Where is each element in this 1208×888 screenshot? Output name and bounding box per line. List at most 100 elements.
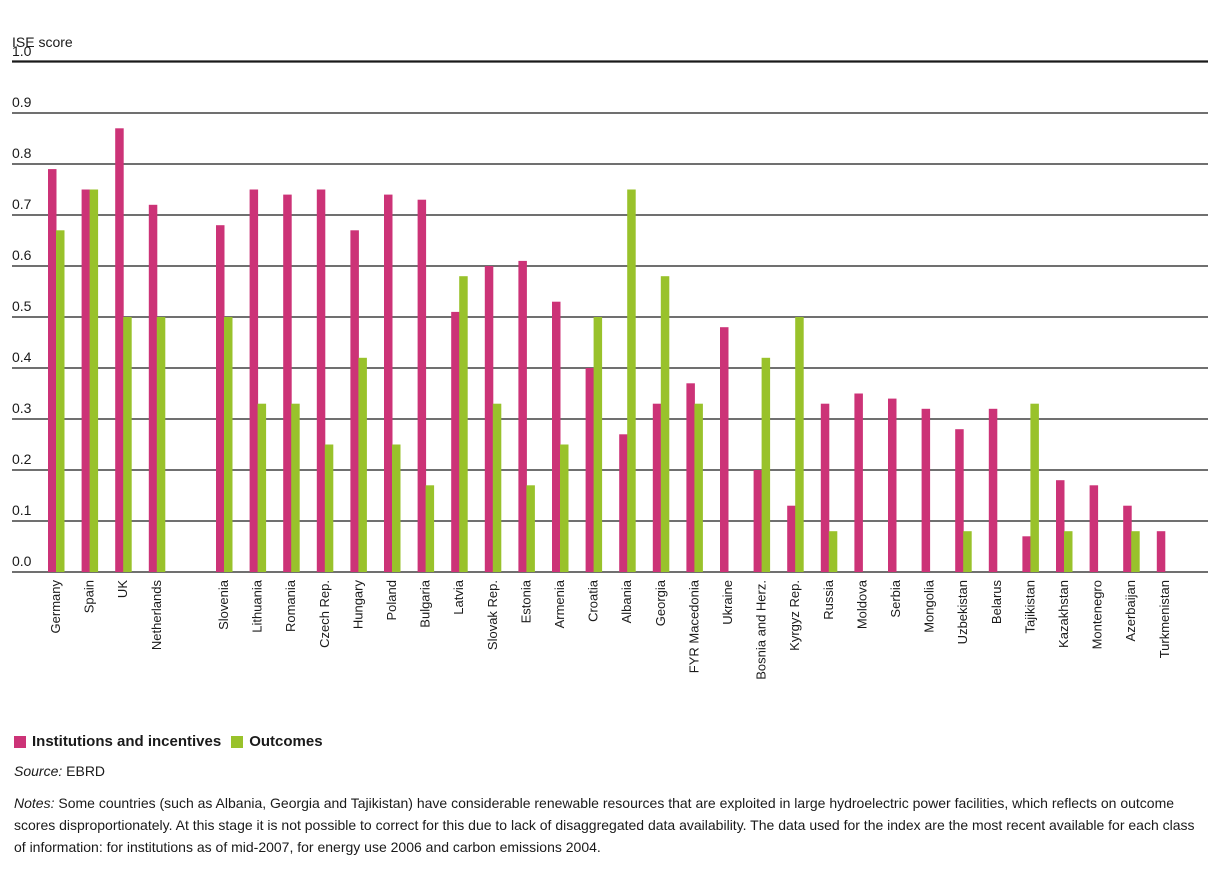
x-tick-label: Turkmenistan (1157, 580, 1172, 658)
x-tick-label: Mongolia (922, 579, 937, 633)
bar-institutions (451, 311, 460, 572)
bar-outcomes (89, 189, 99, 572)
x-tick-label: Ukraine (720, 580, 735, 625)
x-tick-label: Russia (821, 579, 836, 620)
x-tick-label: Montenegro (1090, 580, 1105, 649)
bar-institutions (81, 189, 91, 572)
bar-outcomes (1064, 531, 1073, 572)
bar-outcomes (761, 357, 771, 572)
x-tick-label: Bosnia and Herz. (754, 580, 769, 680)
x-tick-label: Poland (384, 580, 399, 620)
bar-institutions (48, 169, 57, 572)
x-tick-label: Uzbekistan (955, 580, 970, 644)
bar-outcomes (828, 531, 838, 572)
notes: Notes: Some countries (such as Albania, … (14, 792, 1204, 858)
bar-institutions (115, 128, 124, 573)
bar-institutions (1123, 505, 1132, 572)
bar-institutions (283, 194, 292, 572)
bar-institutions (888, 398, 897, 572)
x-tick-label: Croatia (586, 579, 601, 622)
x-tick-label: Kazakhstan (1056, 580, 1071, 648)
bar-outcomes (224, 317, 233, 572)
bar-institutions (1056, 480, 1065, 572)
bar-institutions (720, 327, 729, 572)
bar-institutions (484, 266, 494, 572)
y-tick-label: 0.7 (12, 196, 32, 212)
bar-institutions (1022, 536, 1031, 572)
x-tick-label: Serbia (888, 579, 903, 617)
bar-institutions (585, 368, 595, 572)
bar-institutions (384, 194, 393, 572)
x-tick-label: Netherlands (149, 580, 164, 651)
bar-institutions (1156, 531, 1166, 572)
bar-outcomes (392, 444, 401, 572)
bar-institutions (820, 403, 830, 572)
bar-institutions (1089, 485, 1099, 572)
bar-outcomes (795, 317, 804, 572)
x-tick-label: Romania (283, 579, 298, 632)
bar-outcomes (123, 317, 132, 572)
x-tick-label: Slovenia (216, 579, 231, 630)
bar-institutions (350, 230, 359, 573)
bar-outcomes (963, 531, 972, 572)
x-tick-label: Germany (48, 580, 63, 634)
bar-outcomes (526, 485, 535, 572)
bar-institutions (552, 301, 561, 572)
notes-label: Notes: (14, 795, 55, 811)
legend-swatch-institutions (14, 735, 26, 748)
bar-outcomes (425, 485, 435, 572)
bar-institutions (249, 189, 259, 572)
bar-outcomes (560, 444, 569, 572)
bar-institutions (619, 434, 628, 572)
bar-outcomes (156, 317, 166, 572)
legend: Institutions and incentives Outcomes (14, 733, 333, 750)
x-tick-label: Lithuania (250, 579, 265, 633)
ise-score-chart: ISE score 0.0 0.1 0.2 0.3 0.4 0.5 0.6 0.7 0.8 0.9… (12, 34, 1208, 680)
y-tick-label: 0.0 (12, 553, 32, 569)
x-tick-labels: Germany Spain UK Netherlands Slovenia Lithuan… (48, 579, 1172, 680)
y-tick-label: 0.8 (12, 145, 32, 161)
bar-outcomes (593, 317, 603, 572)
bar-outcomes (358, 357, 367, 572)
bar-institutions (216, 225, 225, 572)
bar-institutions (988, 408, 998, 572)
bar-outcomes (1131, 531, 1140, 572)
legend-swatch-outcomes (231, 735, 244, 748)
y-tick-label: 0.6 (12, 247, 32, 263)
x-tick-label: Slovak Rep. (485, 580, 500, 650)
source-text: EBRD (62, 763, 106, 779)
bar-institutions (316, 189, 326, 572)
x-tick-label: UK (115, 580, 130, 598)
x-tick-label: Czech Rep. (317, 580, 332, 648)
x-tick-label: Bulgaria (418, 579, 433, 627)
bar-outcomes (324, 444, 334, 572)
bar-outcomes (459, 276, 468, 572)
notes-text: Some countries (such as Albania, Georgia… (14, 795, 1195, 855)
bar-outcomes (1030, 403, 1039, 572)
source-label: Source: (14, 763, 63, 779)
x-tick-label: Spain (82, 580, 97, 613)
x-tick-label: Tajikistan (1022, 580, 1037, 633)
legend-item-outcomes: Outcomes (231, 733, 323, 750)
y-tick-label: 0.5 (12, 298, 32, 314)
legend-label-outcomes: Outcomes (249, 733, 323, 750)
x-tick-label: Belarus (989, 580, 1004, 625)
source-line: Source: EBRD (14, 763, 105, 779)
x-tick-label: Hungary (350, 580, 365, 630)
x-tick-label: Kyrgyz Rep. (787, 580, 802, 651)
y-tick-label: 0.1 (12, 502, 32, 518)
x-tick-label: Albania (619, 579, 634, 623)
bar-institutions (753, 470, 763, 572)
y-tick-label: 0.4 (12, 349, 32, 365)
bar-outcomes (694, 403, 703, 572)
y-tick-labels: 0.0 0.1 0.2 0.3 0.4 0.5 0.6 0.7 0.8 0.9 1.0 (12, 43, 32, 569)
legend-label-institutions: Institutions and incentives (32, 733, 222, 750)
bar-outcomes (257, 403, 267, 572)
bar-institutions (518, 260, 527, 572)
bar-institutions (417, 199, 427, 572)
x-tick-label: Estonia (518, 579, 533, 623)
y-tick-label: 0.9 (12, 94, 32, 110)
bar-outcomes (492, 403, 502, 572)
y-axis-label: ISE score (12, 34, 73, 50)
x-tick-label: Latvia (451, 579, 466, 614)
